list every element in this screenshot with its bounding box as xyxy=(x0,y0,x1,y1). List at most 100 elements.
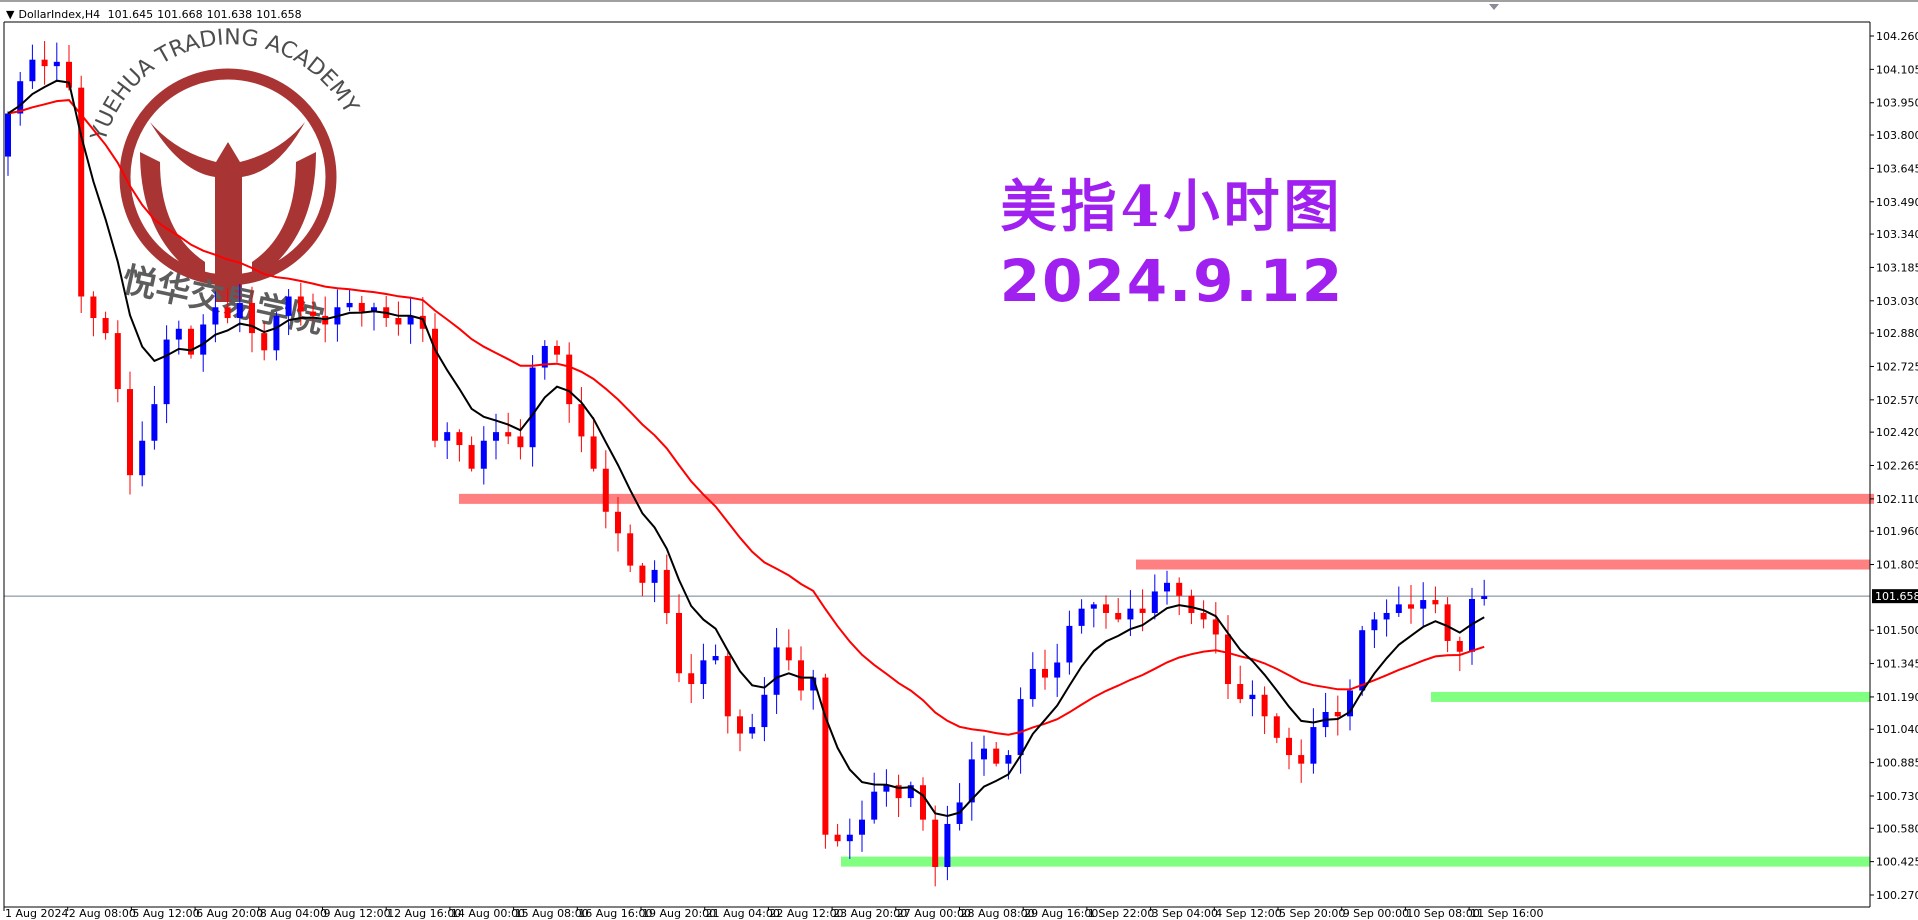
candle-body xyxy=(993,748,1000,764)
candle xyxy=(590,417,597,472)
candle xyxy=(1017,687,1024,774)
x-tick-label: 6 Aug 20:00 xyxy=(196,907,263,920)
x-tick-label: 10 Sep 08:00 xyxy=(1406,907,1479,920)
candle xyxy=(456,429,463,462)
candle xyxy=(1237,665,1244,704)
zone-resistance xyxy=(1136,559,1870,570)
candle xyxy=(578,387,585,453)
candle-body xyxy=(1200,612,1207,620)
candle-body xyxy=(468,445,475,469)
candle-body xyxy=(1383,612,1390,620)
x-tick-label: 14 Aug 00:00 xyxy=(451,907,525,920)
candle xyxy=(1456,636,1463,672)
candle-body xyxy=(676,612,682,674)
candle-body xyxy=(883,785,890,792)
candle xyxy=(859,800,865,852)
candle-body xyxy=(358,302,365,312)
x-tick-label: 19 Aug 20:00 xyxy=(642,907,716,920)
candle xyxy=(920,777,926,831)
candle xyxy=(956,783,963,831)
candle-body xyxy=(249,302,255,334)
x-tick-label: 29 Aug 16:00 xyxy=(1024,907,1098,920)
candle-body xyxy=(1115,612,1122,620)
y-tick-label: 103.030 xyxy=(1876,295,1918,308)
candle xyxy=(1176,577,1183,616)
x-tick-label: 1 Aug 2024 xyxy=(5,907,68,920)
zone-support xyxy=(1431,691,1870,702)
candle-body xyxy=(810,677,817,691)
candle-body xyxy=(1408,604,1414,609)
candle-body xyxy=(371,307,377,312)
y-tick-label: 103.800 xyxy=(1876,129,1918,142)
candle-body xyxy=(1005,755,1012,764)
candle-body xyxy=(1420,600,1427,609)
candle xyxy=(17,71,24,126)
candle-body xyxy=(66,61,72,88)
candle-body xyxy=(920,785,926,820)
x-tick-label: 28 Aug 08:00 xyxy=(961,907,1035,920)
candle-body xyxy=(1298,755,1305,764)
candle-body xyxy=(688,673,695,685)
candle-body xyxy=(907,785,914,799)
menu-triangle-icon[interactable]: ▼ xyxy=(6,8,15,21)
candle-body xyxy=(114,333,121,390)
candle-body xyxy=(224,307,231,319)
candle-body xyxy=(41,59,48,67)
current-price-label: 101.658 xyxy=(1875,590,1918,603)
candle-body xyxy=(29,59,36,82)
candle xyxy=(114,320,121,403)
candle-body xyxy=(566,354,573,405)
candle xyxy=(1225,615,1231,699)
y-tick-label: 103.340 xyxy=(1876,228,1918,241)
candle-body xyxy=(1310,727,1317,764)
candle xyxy=(1432,586,1439,614)
y-tick-label: 102.420 xyxy=(1876,426,1918,439)
candle-body xyxy=(1212,619,1219,635)
candle-body xyxy=(175,328,182,340)
annotation-date: 2024.9.12 xyxy=(999,247,1345,315)
candle xyxy=(444,422,451,459)
candle xyxy=(1310,708,1317,774)
candle-body xyxy=(639,565,646,583)
candle-body xyxy=(480,440,487,469)
candle-body xyxy=(188,328,194,355)
candle-body xyxy=(1127,608,1134,620)
candle xyxy=(151,385,158,450)
candle-body xyxy=(859,819,865,835)
candle-body xyxy=(1176,582,1183,596)
candle xyxy=(834,824,841,847)
candle xyxy=(53,42,60,82)
candle-body xyxy=(1444,604,1451,641)
candle-body xyxy=(1359,630,1366,691)
current-price-badge xyxy=(1872,589,1918,604)
candle xyxy=(468,436,475,472)
candle-body xyxy=(1164,582,1170,592)
candle-body xyxy=(456,432,463,446)
x-tick-label: 15 Aug 08:00 xyxy=(515,907,589,920)
candle xyxy=(871,772,878,824)
chart-shift-marker[interactable] xyxy=(1489,4,1499,10)
candle xyxy=(1347,679,1353,731)
x-tick-label: 12 Aug 16:00 xyxy=(387,907,461,920)
candle-body xyxy=(1054,662,1061,678)
candle xyxy=(1066,610,1073,675)
candle-body xyxy=(1017,699,1024,756)
candle-body xyxy=(834,834,841,842)
zone-resistance xyxy=(459,493,1874,504)
candle-body xyxy=(1273,716,1280,738)
candle-body xyxy=(944,823,951,868)
candle-body xyxy=(53,61,60,67)
candle-body xyxy=(1103,604,1109,613)
candle xyxy=(798,646,804,701)
zones-layer xyxy=(4,493,1874,867)
candle xyxy=(1078,599,1085,634)
candle-body xyxy=(432,328,438,441)
candle xyxy=(846,818,853,859)
candle xyxy=(1200,600,1207,629)
x-tick-label: 22 Aug 12:00 xyxy=(769,907,843,920)
candle xyxy=(517,419,524,460)
candle-body xyxy=(151,404,158,441)
candle-body xyxy=(1029,668,1036,700)
candle-body xyxy=(517,436,524,448)
